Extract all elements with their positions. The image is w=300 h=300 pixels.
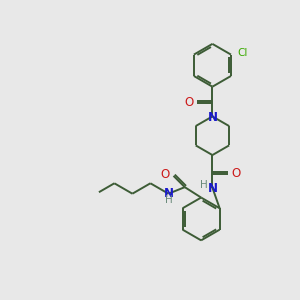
Text: N: N [207, 182, 218, 195]
Text: N: N [207, 110, 218, 124]
Text: O: O [161, 168, 170, 181]
Text: O: O [231, 167, 241, 180]
Text: H: H [165, 195, 172, 205]
Text: O: O [184, 96, 194, 109]
Text: N: N [164, 187, 173, 200]
Text: H: H [200, 180, 208, 190]
Text: Cl: Cl [238, 48, 248, 58]
